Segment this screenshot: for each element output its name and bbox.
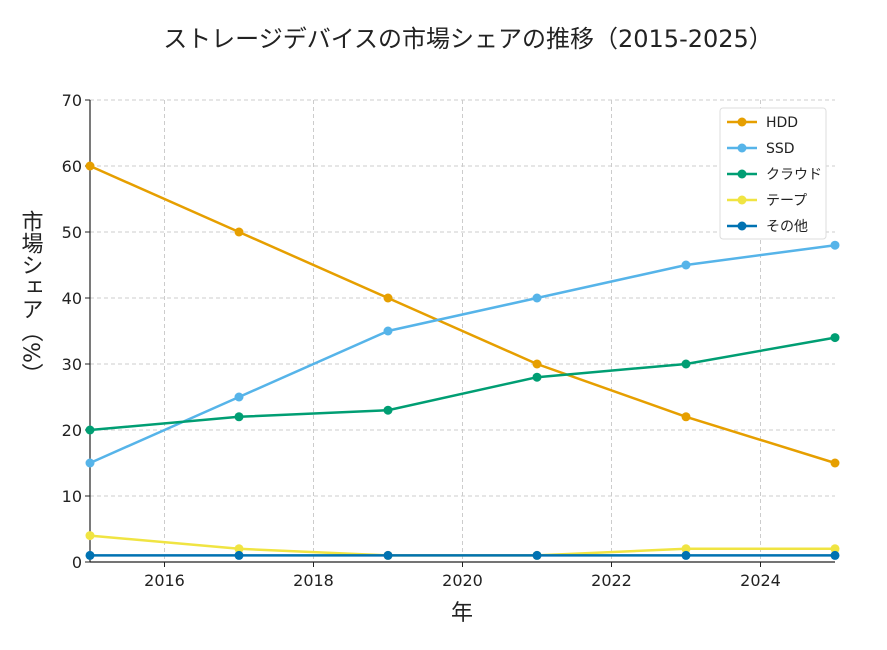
data-point	[830, 550, 840, 560]
y-tick-label: 60	[62, 157, 82, 176]
data-point	[234, 392, 244, 402]
x-tick-label: 2022	[591, 571, 632, 590]
y-axis-label: 市場シェア（%）	[18, 210, 44, 385]
y-tick-label: 20	[62, 421, 82, 440]
legend-marker	[737, 221, 747, 231]
data-point	[830, 333, 840, 343]
data-point	[85, 550, 95, 560]
data-point	[681, 550, 691, 560]
y-tick-label: 70	[62, 91, 82, 110]
data-point	[85, 425, 95, 435]
legend-marker	[737, 143, 747, 153]
legend-label: テープ	[766, 193, 807, 209]
data-point	[532, 293, 542, 303]
legend-box	[719, 107, 827, 240]
x-tick-label: 2018	[293, 571, 334, 590]
y-tick-label: 30	[62, 355, 82, 374]
data-point	[830, 240, 840, 250]
series-line-1	[89, 243, 836, 465]
legend-label: その他	[766, 219, 808, 235]
x-tick-label: 2020	[442, 571, 483, 590]
series-lines	[85, 161, 840, 560]
y-tick-label: 50	[62, 223, 82, 242]
data-point	[85, 531, 95, 541]
x-axis-label: 年	[451, 601, 473, 626]
axes: 2016 2018 2020 2022 2024 0 10 20 30 40 50 60 70	[62, 91, 835, 590]
data-point	[234, 227, 244, 237]
x-tick-label: 2016	[144, 571, 185, 590]
data-point	[234, 412, 244, 422]
legend-label: クラウド	[766, 167, 822, 183]
data-point	[234, 550, 244, 560]
data-point	[85, 458, 95, 468]
data-point	[532, 359, 542, 369]
y-tick-label: 0	[72, 553, 82, 572]
series-line-3	[89, 534, 835, 557]
data-point	[532, 550, 542, 560]
series-line-0	[89, 164, 836, 465]
legend-marker	[737, 117, 747, 127]
data-point	[383, 293, 393, 303]
data-point	[681, 544, 691, 554]
x-tick-label: 2024	[740, 571, 781, 590]
y-tick-label: 10	[62, 487, 82, 506]
legend-marker	[737, 195, 747, 205]
data-point	[681, 359, 691, 369]
data-point	[383, 326, 393, 336]
data-point	[234, 544, 244, 554]
legend-marker	[737, 169, 747, 179]
data-point	[383, 405, 393, 415]
data-point	[681, 260, 691, 270]
data-point	[85, 161, 95, 171]
data-point	[830, 458, 840, 468]
legend-label: HDD	[766, 115, 798, 131]
chart-title: ストレージデバイスの市場シェアの推移（2015-2025）	[163, 25, 773, 53]
data-point	[830, 544, 840, 554]
y-tick-label: 40	[62, 289, 82, 308]
data-point	[532, 372, 542, 382]
data-point	[681, 412, 691, 422]
data-point	[383, 550, 393, 560]
series-line-2	[89, 336, 836, 432]
legend-label: SSD	[766, 141, 795, 157]
